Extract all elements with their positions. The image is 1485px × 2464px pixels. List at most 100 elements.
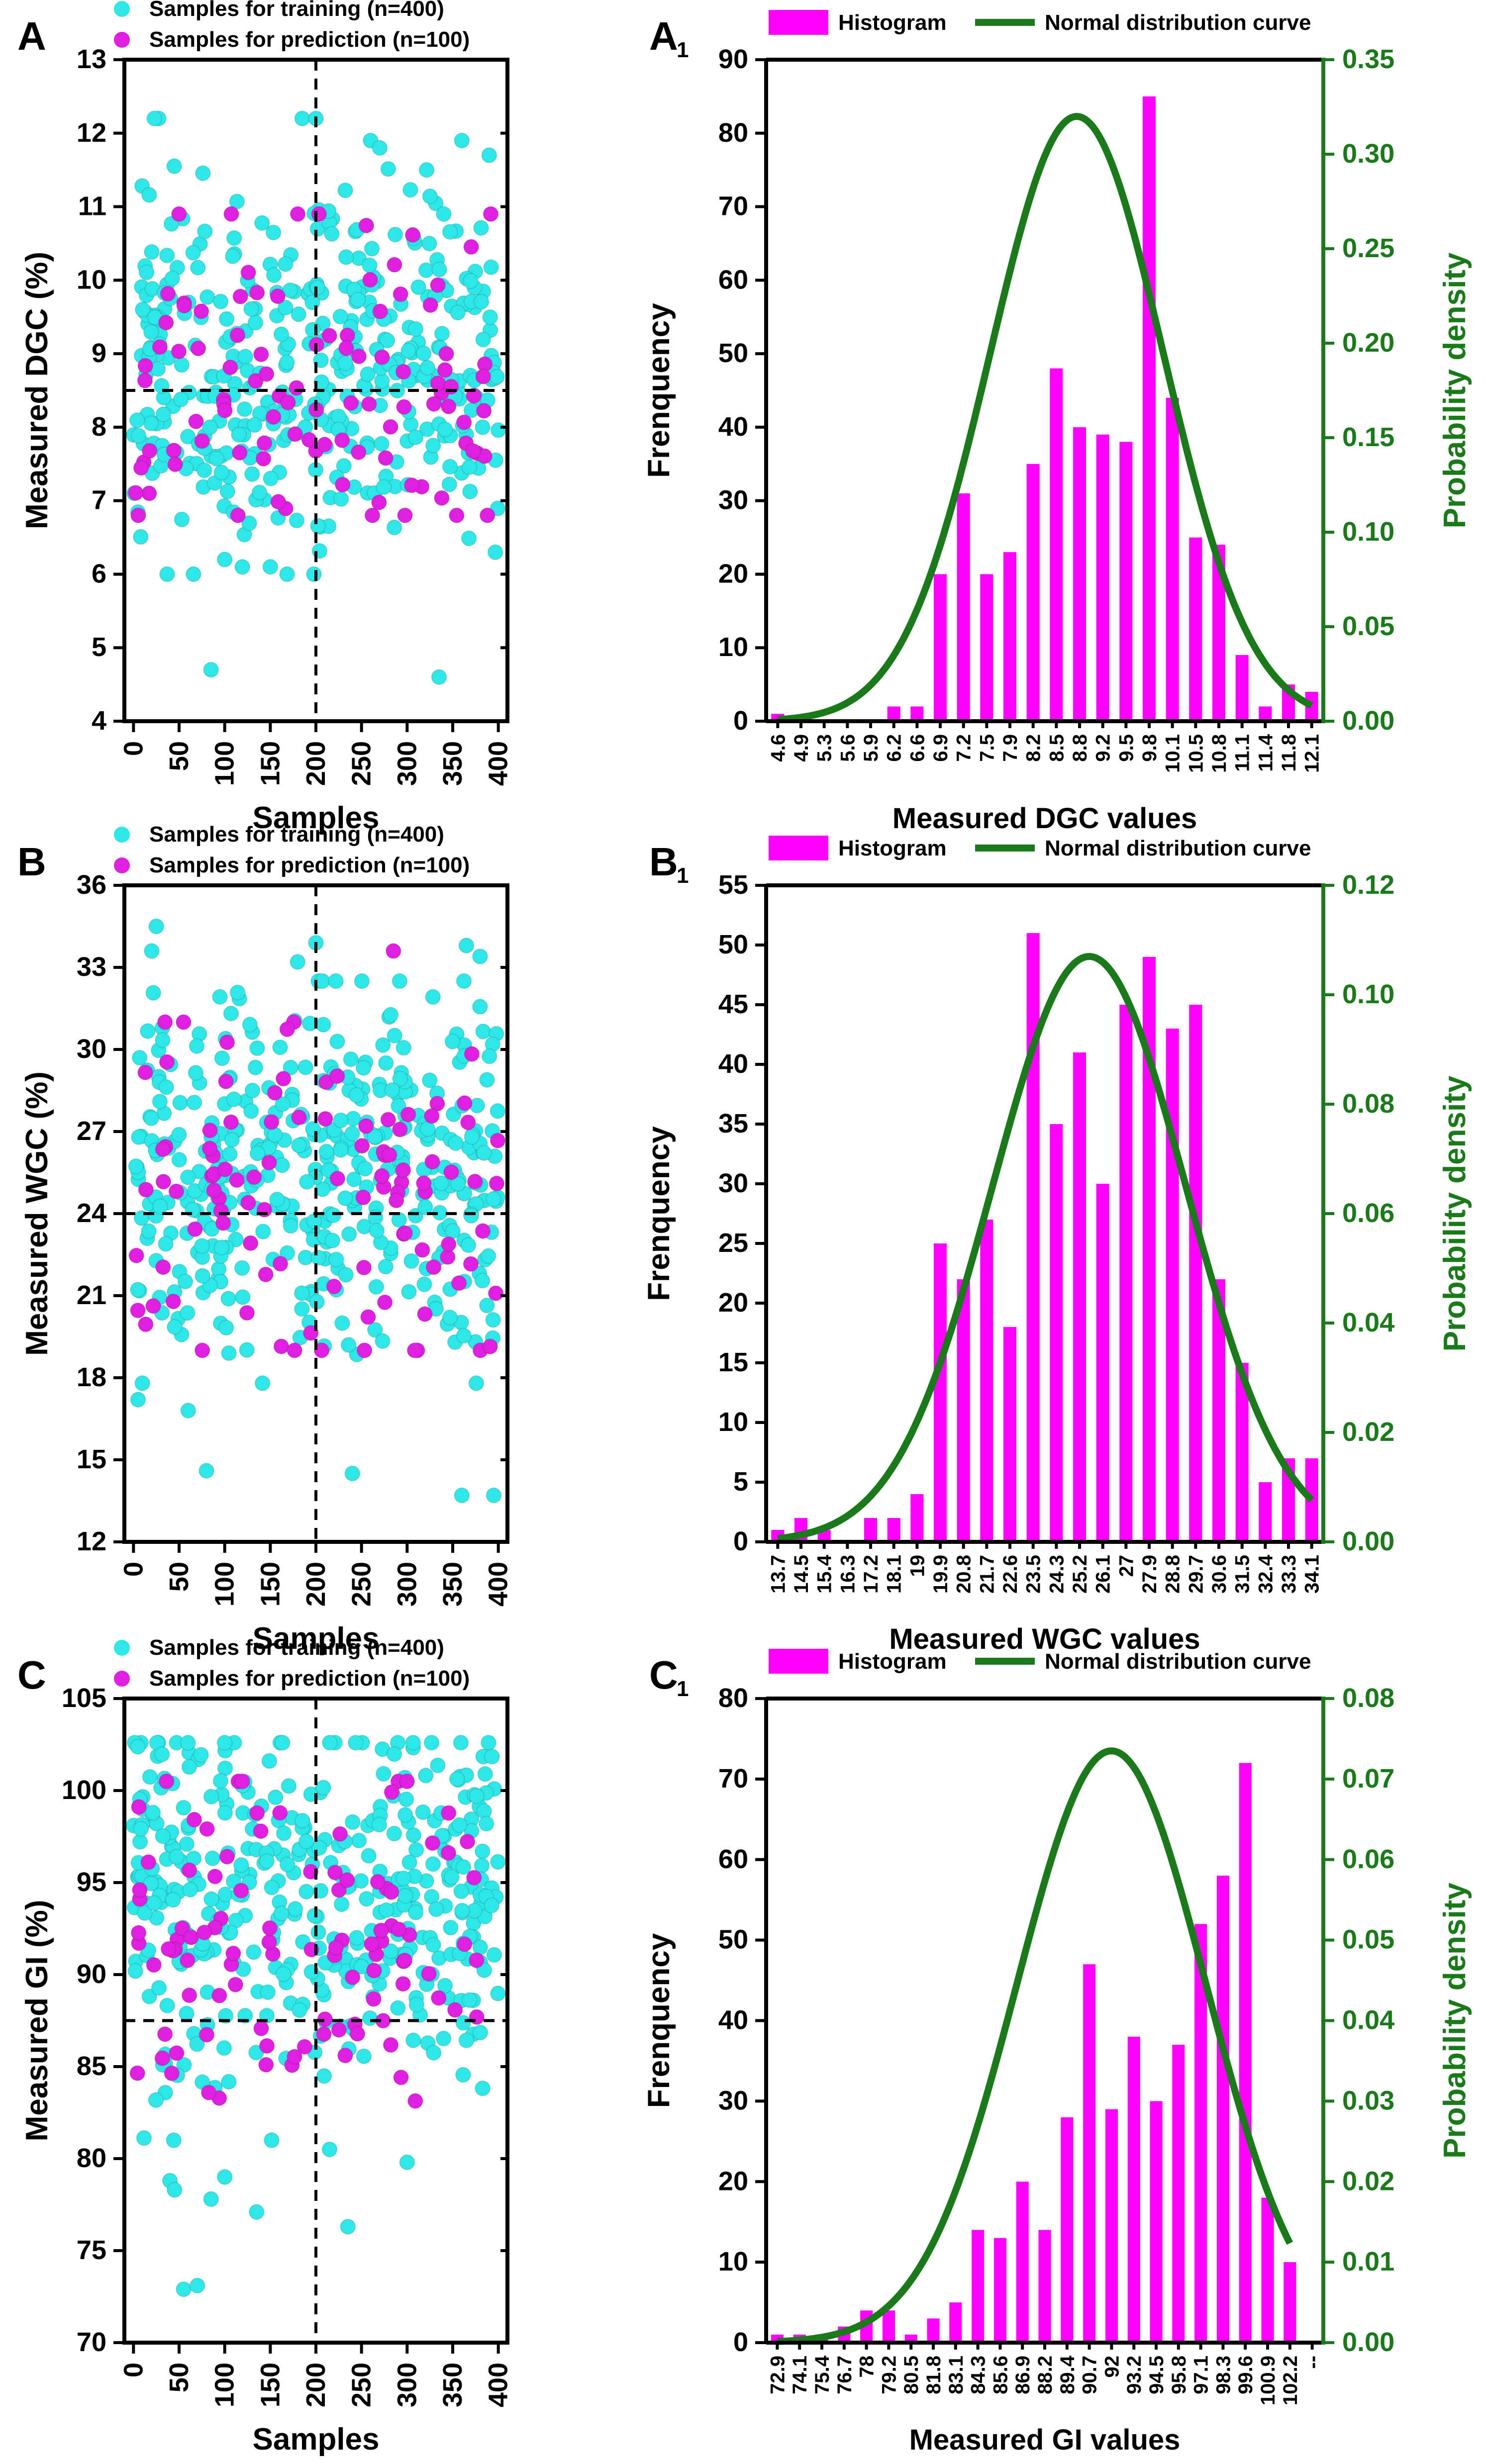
training-point [336,458,352,474]
training-point [130,1129,147,1145]
training-point [255,1224,271,1240]
training-point [298,1174,315,1190]
training-point [261,1753,278,1769]
prediction-point [344,1969,361,1986]
prediction-point [137,1064,153,1081]
training-point [482,309,498,325]
training-point [333,1112,349,1129]
y-tick-label: 100 [62,1775,106,1805]
training-point [475,2080,491,2096]
training-point [171,1127,187,1143]
training-point [477,1766,494,1782]
training-point [169,1849,185,1865]
training-point [208,451,225,467]
y-tick-label: 70 [77,2327,106,2357]
x-tick-label: 150 [255,2363,285,2407]
training-point [279,354,295,371]
prediction-point [181,1987,198,2003]
prediction-point [475,369,492,384]
legend-histogram-label: Histogram [838,836,947,860]
x-tick-label: 20.8 [953,1555,975,1594]
training-point [367,1322,383,1338]
training-point [177,1273,194,1290]
training-point [306,1213,322,1230]
prediction-point [395,1162,411,1178]
training-point [396,1040,412,1056]
training-point [244,466,260,482]
training-point [274,1157,291,1173]
prediction-point [391,1921,407,1938]
training-point [450,1175,466,1192]
training-point [279,1245,296,1261]
y-tick-label: 35 [718,1109,748,1138]
training-point [333,491,349,507]
legend-prediction-label: Samples for prediction (n=100) [149,27,470,52]
prediction-point [328,1940,344,1956]
histogram-bar [1150,2101,1163,2343]
prediction-point [331,2022,347,2038]
training-point [220,2074,237,2090]
prediction-point [371,494,387,511]
training-point [417,1199,433,1215]
prediction-point [430,1990,447,2006]
training-point [176,2281,192,2297]
prediction-point [140,1854,157,1870]
prediction-point [430,375,446,391]
histogram-bar [957,493,970,721]
prediction-point [157,1014,173,1030]
x-tick-label: 400 [484,1562,513,1607]
training-point [378,1258,394,1275]
x-tick-label: 150 [255,1562,285,1607]
prediction-point [316,436,333,453]
prediction-point [133,460,149,476]
legend-training-label: Samples for training (n=400) [149,822,444,847]
training-point [276,1825,292,1841]
y-tick-label-right: 0.35 [1342,44,1394,74]
prediction-point [407,2093,423,2109]
prediction-point [366,1962,382,1979]
y-tick-label: 33 [77,952,106,982]
training-point [194,1238,210,1254]
y-tick-label: 40 [718,2005,748,2035]
training-point [155,1828,171,1844]
training-point [447,1135,464,1151]
prediction-point [388,1192,404,1209]
legend-training-label: Samples for training (n=400) [149,1635,444,1660]
histogram-bar [1096,434,1109,721]
training-point [484,1748,500,1765]
x-tick-label: 95.8 [1168,2356,1190,2394]
training-point [368,1279,385,1295]
training-point [475,1023,492,1040]
prediction-point [424,1835,441,1851]
training-point [291,1137,307,1153]
training-point [378,1902,395,1918]
training-point [172,1095,189,1111]
x-tick-label: 88.2 [1034,2356,1056,2394]
prediction-point [202,1122,218,1138]
x-tick-label: 75.4 [811,2355,833,2394]
prediction-point [160,1941,177,1957]
training-point [463,1208,480,1224]
prediction-point [437,362,453,378]
panel-label: B [649,840,678,884]
prediction-point [141,443,158,459]
training-point [344,1126,360,1142]
x-tick-label: 97.1 [1190,2356,1212,2394]
prediction-point [356,1342,373,1358]
histogram-bar [980,1220,993,1542]
prediction-point [378,450,394,466]
training-point [221,1146,238,1162]
prediction-point [138,1181,154,1198]
prediction-point [146,1957,162,1973]
training-point [289,512,305,529]
training-point [171,1151,188,1168]
training-point [387,226,403,243]
training-point [138,264,155,281]
y-tick-label: 0 [733,1526,748,1556]
y-axis-label-right: Probability density [1438,1883,1472,2159]
x-tick-label: 11.4 [1255,734,1277,771]
prediction-point [456,414,472,431]
training-point [216,2040,232,2056]
legend-prediction-label: Samples for prediction (n=100) [149,853,470,877]
prediction-point [258,366,275,382]
